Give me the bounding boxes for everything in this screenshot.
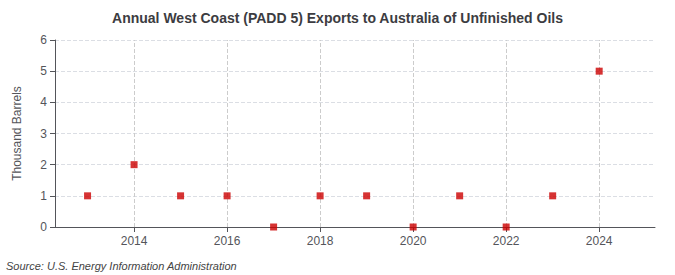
svg-text:2018: 2018 xyxy=(307,234,334,248)
svg-text:Annual West Coast (PADD 5) Exp: Annual West Coast (PADD 5) Exports to Au… xyxy=(112,10,563,26)
svg-text:5: 5 xyxy=(40,64,47,78)
svg-text:3: 3 xyxy=(40,127,47,141)
svg-text:2016: 2016 xyxy=(214,234,241,248)
svg-text:4: 4 xyxy=(40,95,47,109)
svg-text:1: 1 xyxy=(40,189,47,203)
svg-text:Source: U.S. Energy Informatio: Source: U.S. Energy Information Administ… xyxy=(6,260,237,272)
svg-text:0: 0 xyxy=(40,220,47,234)
svg-text:2014: 2014 xyxy=(121,234,148,248)
svg-text:Thousand Barrels: Thousand Barrels xyxy=(10,86,24,181)
svg-text:2022: 2022 xyxy=(493,234,520,248)
svg-text:2024: 2024 xyxy=(586,234,613,248)
svg-text:6: 6 xyxy=(40,33,47,47)
svg-text:2: 2 xyxy=(40,158,47,172)
svg-text:2020: 2020 xyxy=(400,234,427,248)
